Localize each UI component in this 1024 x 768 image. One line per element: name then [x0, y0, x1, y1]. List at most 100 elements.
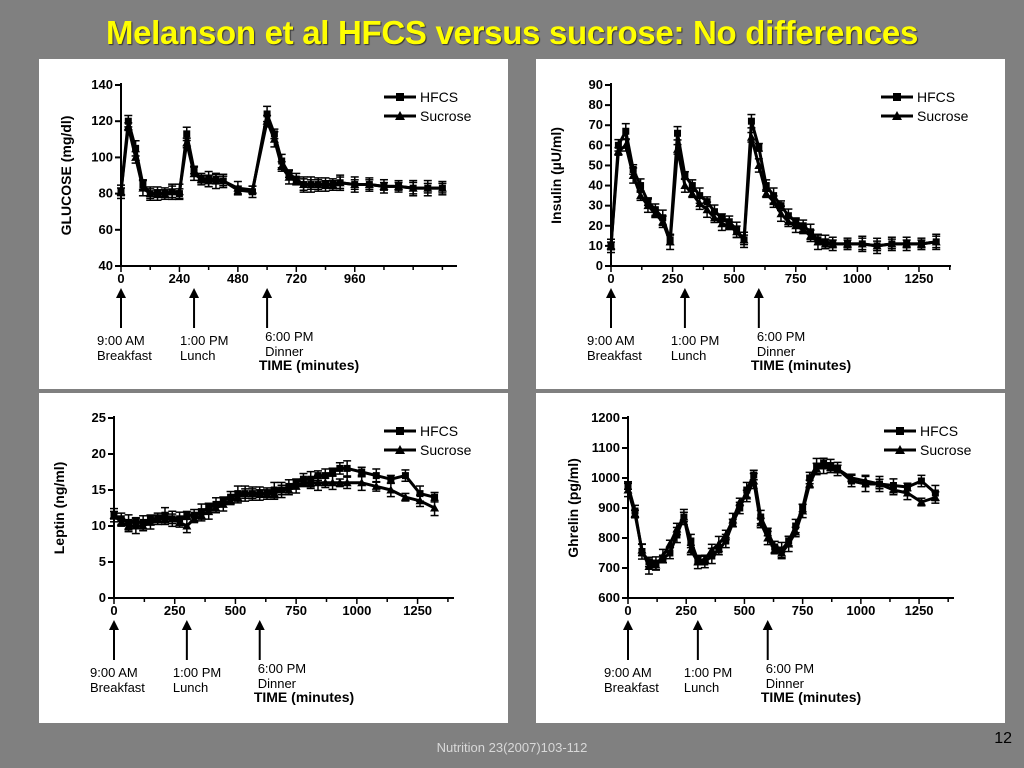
hfcs-data-point	[687, 537, 695, 545]
sucrose-data-point	[636, 191, 646, 200]
sucrose-data-point	[916, 497, 926, 506]
sucrose-data-point	[702, 205, 712, 214]
ghrelin-svg: 600 700 800 900 1000 1100 1200 0 250 500 750 1000 12…	[565, 410, 972, 705]
sucrose-data-point	[709, 213, 719, 222]
y-tick-label: 0	[99, 590, 106, 605]
sucrose-data-point	[335, 178, 345, 187]
meal-name-label: Dinner	[265, 344, 304, 359]
sucrose-data-point	[218, 176, 228, 185]
x-tick-label: 250	[164, 603, 186, 618]
ghrelin-chart-panel: 600 700 800 900 1000 1100 1200 0 250 500 750 1000 12…	[536, 393, 1005, 723]
x-tick-label: 480	[227, 271, 249, 286]
sucrose-data-point	[739, 235, 749, 244]
sucrose-data-point	[606, 241, 616, 250]
hfcs-data-point	[784, 212, 792, 220]
sucrose-data-point	[769, 197, 779, 206]
meal-arrow-head	[254, 620, 265, 630]
sucrose-data-point	[916, 239, 926, 248]
hfcs-data-point	[696, 192, 704, 200]
sucrose-data-point	[931, 237, 941, 246]
sucrose-data-point	[226, 496, 236, 505]
sucrose-data-point	[175, 517, 185, 526]
hfcs-data-point	[681, 172, 689, 179]
sucrose-data-point	[400, 492, 410, 501]
meal-time-label: 1:00 PM	[684, 665, 732, 680]
meal-name-label: Breakfast	[97, 348, 152, 363]
sucrose-data-point	[167, 187, 177, 196]
y-tick-label: 1100	[592, 440, 620, 455]
x-tick-label: 0	[624, 603, 631, 618]
sucrose-data-point	[160, 514, 170, 523]
sucrose-data-point	[930, 493, 940, 501]
sucrose-data-point	[770, 545, 780, 554]
sucrose-series-line	[626, 464, 936, 568]
sucrose-data-point	[124, 521, 134, 530]
meal-name-label: Dinner	[258, 676, 297, 691]
legend-label-sucrose: Sucrose	[420, 108, 472, 124]
sucrose-data-point	[621, 140, 631, 149]
meal-time-label: 6:00 PM	[766, 661, 814, 676]
legend-label-hfcs: HFCS	[420, 89, 458, 105]
sucrose-data-point	[342, 478, 352, 487]
x-tick-label: 750	[792, 603, 814, 618]
x-tick-label: 0	[110, 603, 117, 618]
sucrose-data-point	[658, 217, 668, 226]
sucrose-data-point	[189, 514, 199, 523]
sucrose-data-point	[673, 144, 683, 153]
meal-time-label: 9:00 AM	[97, 333, 145, 348]
x-tick-label: 720	[285, 271, 307, 286]
legend-label-hfcs: HFCS	[420, 423, 458, 439]
legend-marker-square	[893, 93, 901, 101]
sucrose-data-point	[644, 562, 654, 570]
meal-time-label: 9:00 AM	[587, 333, 635, 348]
hfcs-data-point	[343, 464, 351, 472]
sucrose-data-point	[687, 189, 697, 198]
sucrose-data-point	[613, 146, 623, 155]
sucrose-data-point	[167, 514, 177, 523]
sucrose-data-point	[784, 539, 794, 548]
sucrose-data-point	[820, 239, 830, 248]
y-tick-label: 90	[589, 77, 603, 92]
sucrose-data-point	[320, 478, 330, 487]
legend-label-sucrose: Sucrose	[920, 442, 972, 458]
hfcs-data-point	[666, 549, 674, 557]
page-number: 12	[994, 730, 1012, 747]
sucrose-data-point	[861, 476, 871, 485]
sucrose-data-point	[700, 554, 710, 563]
meal-arrow-head	[189, 288, 200, 298]
sucrose-data-point	[204, 507, 214, 516]
x-tick-label: 250	[662, 271, 684, 286]
sucrose-data-point	[233, 183, 243, 192]
meal-time-label: 9:00 AM	[604, 665, 652, 680]
x-axis-label: TIME (minutes)	[761, 689, 861, 705]
sucrose-data-point	[138, 521, 148, 530]
sucrose-data-point	[665, 237, 675, 246]
sucrose-data-point	[695, 199, 705, 208]
sucrose-data-point	[247, 185, 257, 194]
sucrose-data-point	[284, 172, 294, 181]
y-axis-label: GLUCOSE (mg/dl)	[58, 116, 74, 236]
sucrose-data-point	[717, 219, 727, 228]
sucrose-data-point	[828, 239, 838, 248]
leptin-chart-panel: 0 5 10 15 20 25 0 250 500 750 1000 1250 Leptin (ng/m…	[39, 393, 508, 723]
x-tick-label: 0	[607, 271, 614, 286]
hfcs-data-point	[132, 144, 140, 152]
sucrose-data-point	[812, 464, 822, 473]
sucrose-data-point	[371, 481, 381, 490]
hfcs-data-point	[329, 468, 337, 476]
hfcs-data-point	[372, 472, 380, 480]
sucrose-data-point	[798, 506, 808, 515]
sucrose-data-point	[306, 180, 316, 189]
y-axis-label: Leptin (ng/ml)	[51, 462, 67, 555]
sucrose-data-point	[679, 512, 689, 521]
sucrose-data-point	[680, 181, 690, 190]
hfcs-data-point	[637, 182, 645, 190]
sucrose-data-point	[902, 488, 912, 497]
sucrose-data-point	[415, 496, 425, 505]
hfcs-data-point	[321, 472, 329, 480]
sucrose-data-point	[269, 489, 279, 498]
citation-footer: Nutrition 23(2007)103-112	[436, 740, 588, 755]
sucrose-data-point	[749, 476, 759, 485]
sucrose-data-point	[721, 530, 731, 539]
sucrose-data-point	[833, 464, 843, 473]
